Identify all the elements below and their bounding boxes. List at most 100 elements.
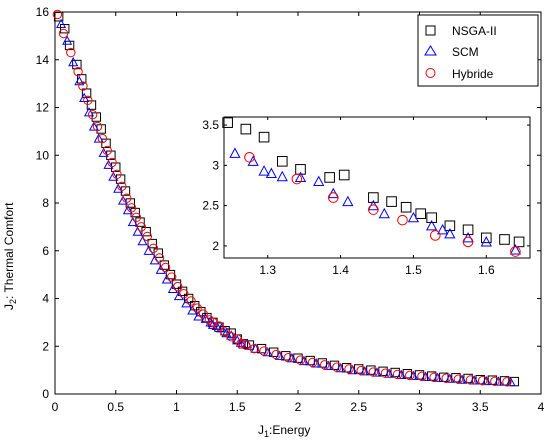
y-tick-label: 14 [36, 53, 50, 67]
data-point-triangle [98, 147, 109, 157]
data-point-circle [441, 373, 451, 383]
data-point-circle [142, 231, 153, 242]
inset-data-point-circle [327, 192, 339, 203]
data-point-circle [259, 346, 269, 356]
data-point-square [86, 100, 97, 110]
main-axis-ticks: 0 0.5 1 1.5 2 2.5 3 3.5 4 0 2 4 6 8 10 12 14 16 [36, 5, 545, 414]
data-point-triangle [432, 372, 443, 382]
data-point-circle [477, 375, 488, 386]
data-point-circle [78, 81, 88, 91]
data-point-circle [226, 332, 236, 342]
data-point-triangle [161, 274, 172, 284]
inset-data-point-triangle [436, 223, 449, 235]
data-point-circle [136, 222, 146, 232]
data-point-circle [92, 121, 103, 132]
legend-label-scm: SCM [452, 45, 479, 59]
x-tick-label: 2 [295, 400, 302, 414]
inset-data-point-square [240, 123, 252, 135]
data-point-circle [320, 360, 330, 370]
data-point-triangle [250, 343, 261, 353]
data-point-circle [179, 289, 189, 299]
data-point-circle [117, 181, 127, 191]
x-tick-label: 0 [52, 400, 59, 414]
inset-x-tick-label: 1.3 [259, 263, 276, 277]
inset-data-point-circle [510, 246, 521, 257]
data-point-circle [166, 272, 177, 282]
y-tick-label: 2 [42, 339, 49, 353]
data-point-triangle [103, 159, 114, 169]
y-tick-label: 16 [36, 5, 50, 19]
inset-data-point-triangle [480, 236, 492, 247]
inset-data-point-square [338, 169, 350, 181]
data-point-triangle [193, 311, 204, 321]
inset-plot-area [223, 116, 531, 259]
inset-data-point-triangle [265, 167, 277, 178]
data-point-triangle [187, 305, 198, 315]
inset-data-point-triangle [444, 227, 456, 239]
x-tick-label: 1 [173, 400, 180, 414]
data-point-triangle [235, 337, 246, 347]
data-point-circle [97, 133, 108, 144]
data-point-circle [102, 145, 112, 156]
data-point-circle [83, 95, 93, 106]
data-point-circle [121, 193, 132, 203]
data-point-circle [192, 303, 202, 313]
inset-data-point-circle [368, 204, 379, 215]
legend-marker-hybride [425, 68, 436, 78]
data-point-triangle [408, 370, 419, 380]
data-point-triangle [226, 330, 237, 340]
inset-data-point-square [368, 192, 379, 203]
y-axis-label: J2: Thermal Comfort [2, 202, 18, 310]
data-point-square [171, 279, 182, 289]
data-point-circle [214, 321, 224, 331]
inset-y-tick-label: 2 [212, 239, 219, 253]
data-point-square [153, 248, 163, 258]
data-point-circle [160, 262, 171, 273]
data-point-circle [73, 66, 83, 77]
inset-data-point-triangle [247, 155, 259, 166]
data-point-circle [392, 369, 403, 380]
inset-data-points [222, 117, 525, 257]
svg-text:J2: Thermal Comfort: J2: Thermal Comfort [2, 202, 18, 310]
inset-y-tick-label: 3 [212, 158, 219, 172]
data-point-circle [283, 353, 293, 363]
data-point-triangle [347, 364, 358, 375]
data-point-triangle [221, 327, 232, 338]
main-data-points [52, 9, 519, 387]
inset-x-tick-label: 1.6 [478, 263, 495, 277]
data-point-square [202, 312, 212, 323]
data-point-circle [453, 374, 464, 384]
data-point-circle [429, 372, 439, 382]
data-point-triangle [88, 121, 99, 131]
data-point-square [60, 24, 70, 34]
data-point-circle [271, 349, 281, 360]
data-point-circle [249, 343, 259, 354]
data-point-circle [465, 375, 476, 385]
data-point-circle [186, 296, 196, 306]
data-point-triangle [56, 18, 67, 29]
inset-data-point-circle [397, 214, 408, 226]
legend-marker-nsga [425, 25, 436, 36]
inset-data-point-circle [244, 151, 255, 163]
inset-y-tick-label: 3.5 [202, 118, 219, 132]
inset-data-point-triangle [276, 170, 288, 182]
data-point-square [159, 260, 170, 270]
data-point-circle [58, 28, 69, 39]
data-point-circle [236, 339, 246, 349]
data-point-triangle [384, 368, 395, 378]
inset-data-point-triangle [407, 211, 420, 223]
y-tick-label: 4 [42, 292, 49, 306]
data-point-circle [241, 340, 251, 350]
inset-data-point-circle [462, 236, 474, 248]
inset-data-point-triangle [313, 175, 325, 187]
data-point-circle [232, 334, 242, 344]
inset-data-point-circle [429, 230, 441, 241]
data-point-triangle [137, 235, 148, 246]
data-point-circle [148, 243, 159, 254]
inset-data-point-square [415, 208, 427, 219]
y-tick-label: 8 [42, 196, 49, 210]
data-point-triangle [469, 375, 480, 385]
data-point-circle [173, 281, 183, 292]
data-point-triangle [122, 204, 133, 215]
